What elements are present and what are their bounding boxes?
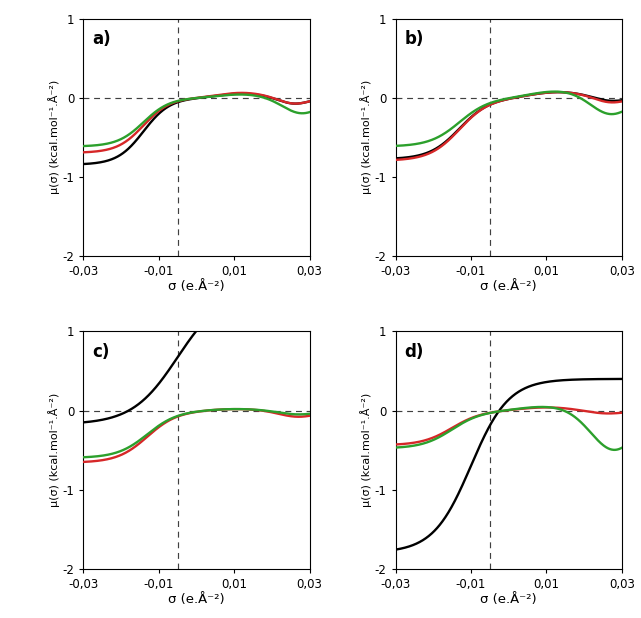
- X-axis label: σ (e.Å⁻²): σ (e.Å⁻²): [480, 281, 537, 294]
- X-axis label: σ (e.Å⁻²): σ (e.Å⁻²): [168, 593, 225, 606]
- Text: c): c): [92, 344, 110, 362]
- Y-axis label: μ(σ) (kcal.mol⁻¹.Å⁻²): μ(σ) (kcal.mol⁻¹.Å⁻²): [360, 393, 372, 507]
- Text: d): d): [404, 344, 424, 362]
- Text: a): a): [92, 30, 111, 48]
- Text: b): b): [404, 30, 424, 48]
- Y-axis label: μ(σ) (kcal.mol⁻¹.Å⁻²): μ(σ) (kcal.mol⁻¹.Å⁻²): [47, 80, 60, 194]
- Y-axis label: μ(σ) (kcal.mol⁻¹.Å⁻²): μ(σ) (kcal.mol⁻¹.Å⁻²): [360, 80, 372, 194]
- Y-axis label: μ(σ) (kcal.mol⁻¹.Å⁻²): μ(σ) (kcal.mol⁻¹.Å⁻²): [47, 393, 60, 507]
- X-axis label: σ (e.Å⁻²): σ (e.Å⁻²): [480, 593, 537, 606]
- X-axis label: σ (e.Å⁻²): σ (e.Å⁻²): [168, 281, 225, 294]
